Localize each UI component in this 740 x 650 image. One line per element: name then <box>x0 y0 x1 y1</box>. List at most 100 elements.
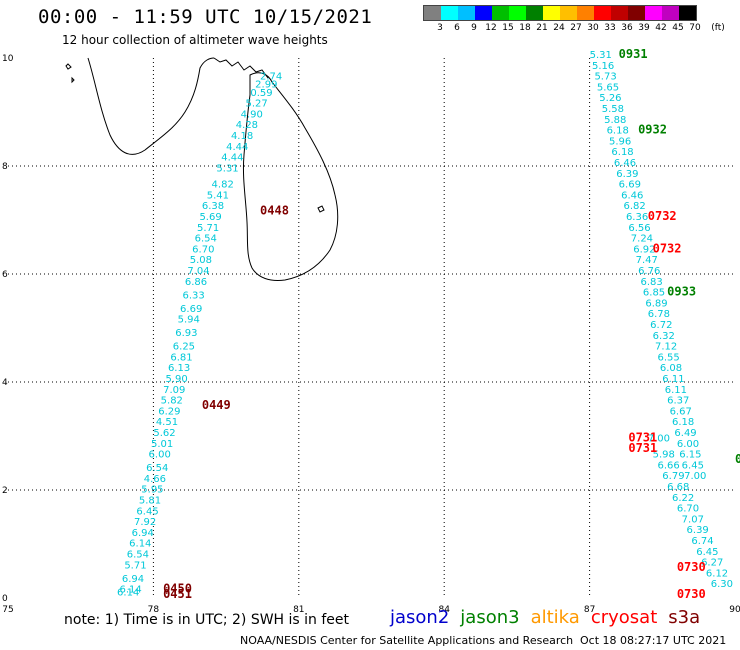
swh-value: 7.00 <box>684 471 706 482</box>
swh-value: 6.45 <box>136 506 158 517</box>
legend-altika: altika <box>530 607 580 628</box>
swh-value: 7.04 <box>187 266 209 277</box>
swh-value: 6.39 <box>616 169 638 180</box>
swh-value: 5.41 <box>207 190 229 201</box>
swh-value: 6.00 <box>677 439 699 450</box>
swh-value: 4.66 <box>144 474 166 485</box>
color-scale-label: 70 <box>689 23 701 33</box>
color-scale-label: 18 <box>519 23 531 33</box>
swh-value: 6.14 <box>129 539 151 550</box>
swh-value: 6.32 <box>653 331 675 342</box>
swh-value: 4.90 <box>241 109 263 120</box>
y-tick-label: 2 <box>2 486 8 496</box>
note-text: note: 1) Time is in UTC; 2) SWH is in fe… <box>64 612 350 628</box>
color-scale-label: 39 <box>638 23 650 33</box>
swh-value: 6.92 <box>633 244 655 255</box>
pass-time-label: 0450 <box>163 582 192 596</box>
color-scale-label: 21 <box>536 23 548 33</box>
color-scale-swatch <box>475 6 492 20</box>
swh-value: 6.00 <box>149 450 171 461</box>
color-scale-swatch <box>662 6 679 20</box>
color-scale-label: 30 <box>587 23 599 33</box>
swh-value: 5.73 <box>594 72 616 83</box>
pass-time-label: 0731 <box>628 430 657 444</box>
swh-value: 5.94 <box>178 315 200 326</box>
x-tick-label: 81 <box>293 605 304 615</box>
swh-value: 6.79 <box>662 471 684 482</box>
swh-value: 6.33 <box>182 290 204 301</box>
swh-value: 5.90 <box>166 374 188 385</box>
swh-value: 6.56 <box>628 223 650 234</box>
color-scale-label: 9 <box>471 23 477 33</box>
pass-time-label: 0932 <box>638 123 667 137</box>
swh-value: 6.72 <box>650 320 672 331</box>
swh-value: 7.92 <box>134 517 156 528</box>
swh-value: 5.27 <box>245 99 267 110</box>
color-scale-label: 42 <box>655 23 667 33</box>
swh-value: 6.18 <box>611 147 633 158</box>
swh-value: 6.81 <box>170 352 192 363</box>
pass-time-label: 0933 <box>667 285 696 299</box>
swh-value: 7.00 <box>648 433 670 444</box>
swh-value: 5.95 <box>141 485 163 496</box>
swh-value: 7.12 <box>655 342 677 353</box>
swh-value: 6.54 <box>146 463 168 474</box>
color-scale-label: (ft) <box>711 23 725 33</box>
swh-value: 6.54 <box>195 234 217 245</box>
swh-value: 6.11 <box>662 374 684 385</box>
swh-value: 6.45 <box>696 547 718 558</box>
swh-value: 7.24 <box>631 234 653 245</box>
sri-lanka-coastline <box>242 72 339 281</box>
swh-value: 5.81 <box>139 496 161 507</box>
color-scale-swatch <box>543 6 560 20</box>
swh-value: 6.83 <box>640 277 662 288</box>
page-title: 00:00 - 11:59 UTC 10/15/2021 <box>38 6 373 28</box>
swh-value: 6.11 <box>665 385 687 396</box>
swh-value: 6.70 <box>677 504 699 515</box>
y-tick-label: 4 <box>2 378 8 388</box>
swh-value: 5.96 <box>609 136 631 147</box>
color-scale-label: 6 <box>454 23 460 33</box>
island-2 <box>71 76 75 84</box>
swh-value: 6.67 <box>670 406 692 417</box>
color-scale-swatch <box>679 6 696 20</box>
swh-value: 6.85 <box>643 288 665 299</box>
color-scale-swatch <box>594 6 611 20</box>
swh-value: 6.46 <box>614 158 636 169</box>
swh-value: 6.15 <box>679 450 701 461</box>
color-scale-swatch <box>611 6 628 20</box>
color-scale-label: 45 <box>672 23 684 33</box>
pass-time-label: 0732 <box>653 241 682 255</box>
x-tick-label: 78 <box>148 605 160 615</box>
swh-value: 6.76 <box>638 266 660 277</box>
color-scale-label: 24 <box>553 23 565 33</box>
color-scale-label: 36 <box>621 23 633 33</box>
swh-value: 5.26 <box>599 93 621 104</box>
y-tick-label: 6 <box>2 270 8 280</box>
swh-value: 6.46 <box>621 190 643 201</box>
swh-value: 0.59 <box>250 88 272 99</box>
credit-timestamp: Oct 18 08:27:17 UTC 2021 <box>580 634 727 647</box>
swh-value: 5.71 <box>124 560 146 571</box>
swh-value: 6.94 <box>132 528 154 539</box>
swh-value: 5.58 <box>602 104 624 115</box>
swh-tracks: 2.742.990.595.274.904.284.184.444.445.31… <box>117 50 733 598</box>
swh-value: 6.08 <box>660 363 682 374</box>
swh-value: 5.65 <box>597 82 619 93</box>
pass-time-label: 0730 <box>677 560 706 574</box>
legend-cryosat: cryosat <box>590 607 658 628</box>
color-scale-label: 27 <box>570 23 582 33</box>
swh-value: 6.12 <box>706 568 728 579</box>
swh-value: 5.08 <box>190 255 212 266</box>
swh-value: 7.07 <box>682 514 704 525</box>
swh-value: 6.30 <box>711 579 733 590</box>
swh-value: 6.25 <box>173 342 195 353</box>
pass-time-label: 09 <box>735 452 740 466</box>
coastline <box>65 57 339 281</box>
swh-value: 4.51 <box>156 417 178 428</box>
credit-text: NOAA/NESDIS Center for Satellite Applica… <box>240 634 574 647</box>
color-scale-swatch <box>628 6 645 20</box>
swh-value: 6.54 <box>127 550 149 561</box>
swh-value: 6.82 <box>624 201 646 212</box>
